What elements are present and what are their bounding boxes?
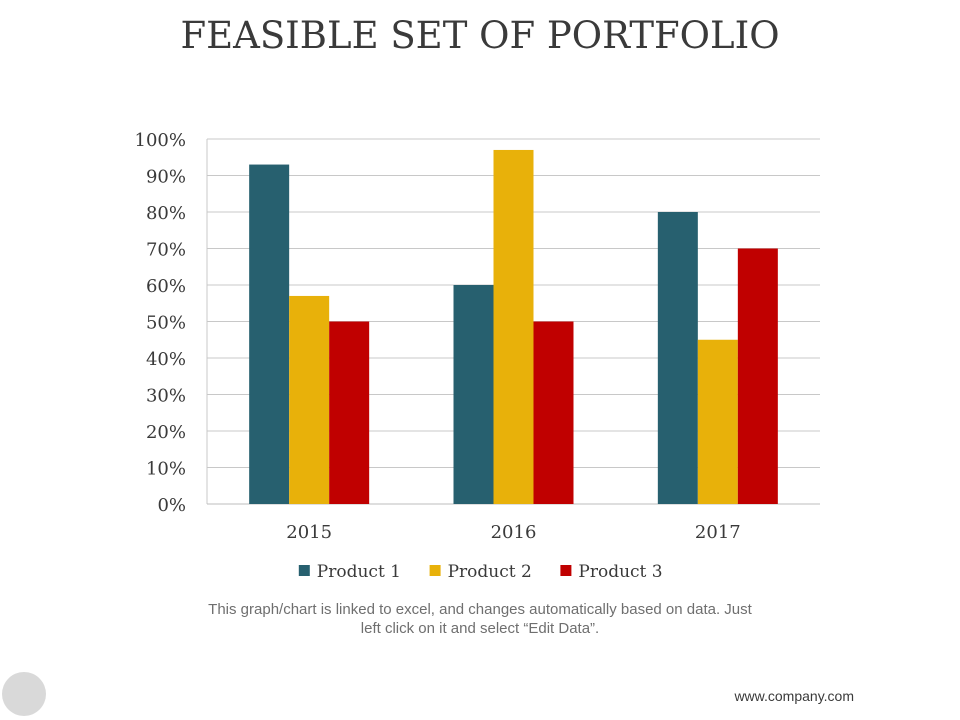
- bar-product-1-2016[interactable]: [453, 285, 494, 504]
- legend-swatch-product-2: [429, 565, 441, 576]
- y-tick-label: 10%: [146, 459, 186, 480]
- y-tick-label: 30%: [146, 386, 186, 407]
- y-tick-label: 90%: [146, 167, 186, 188]
- bar-product-3-2017[interactable]: [737, 248, 778, 505]
- x-tick-label: 2017: [695, 522, 741, 543]
- x-tick-label: 2015: [286, 522, 332, 543]
- bar-product-2-2015[interactable]: [289, 295, 330, 504]
- y-tick-label: 100%: [135, 130, 186, 151]
- bar-product-2-2016[interactable]: [493, 149, 534, 504]
- footer-url[interactable]: www.company.com: [734, 688, 854, 704]
- y-tick-label: 0%: [157, 495, 186, 516]
- y-tick-label: 70%: [146, 240, 186, 261]
- y-tick-label: 40%: [146, 349, 186, 370]
- bar-product-1-2015[interactable]: [249, 164, 290, 505]
- legend-label-product-3: Product 3: [578, 562, 662, 582]
- legend-swatch-product-1: [298, 565, 310, 576]
- decorative-circle: [2, 672, 46, 716]
- chart-note-line-1: This graph/chart is linked to excel, and…: [208, 601, 752, 618]
- bar-product-3-2016[interactable]: [533, 321, 574, 505]
- y-tick-label: 20%: [146, 422, 186, 443]
- bar-product-1-2017[interactable]: [657, 212, 698, 504]
- legend-label-product-2: Product 2: [448, 562, 532, 582]
- y-tick-label: 50%: [146, 313, 186, 334]
- page-title: FEASIBLE SET OF PORTFOLIO: [180, 14, 780, 57]
- bar-product-3-2015[interactable]: [329, 321, 370, 505]
- y-tick-label: 60%: [146, 276, 186, 297]
- legend-swatch-product-3: [560, 565, 572, 576]
- chart-note: This graph/chart is linked to excel, and…: [180, 600, 780, 638]
- bar-product-2-2017[interactable]: [697, 339, 738, 504]
- x-tick-label: 2016: [491, 522, 537, 543]
- bar-chart[interactable]: 0% 10% 20% 30% 40% 50% 60% 70% 80% 90% 100% 2015 201…: [0, 0, 960, 600]
- chart-note-line-2: left click on it and select “Edit Data”.: [360, 620, 600, 637]
- y-tick-label: 80%: [146, 203, 186, 224]
- legend-label-product-1: Product 1: [317, 562, 401, 582]
